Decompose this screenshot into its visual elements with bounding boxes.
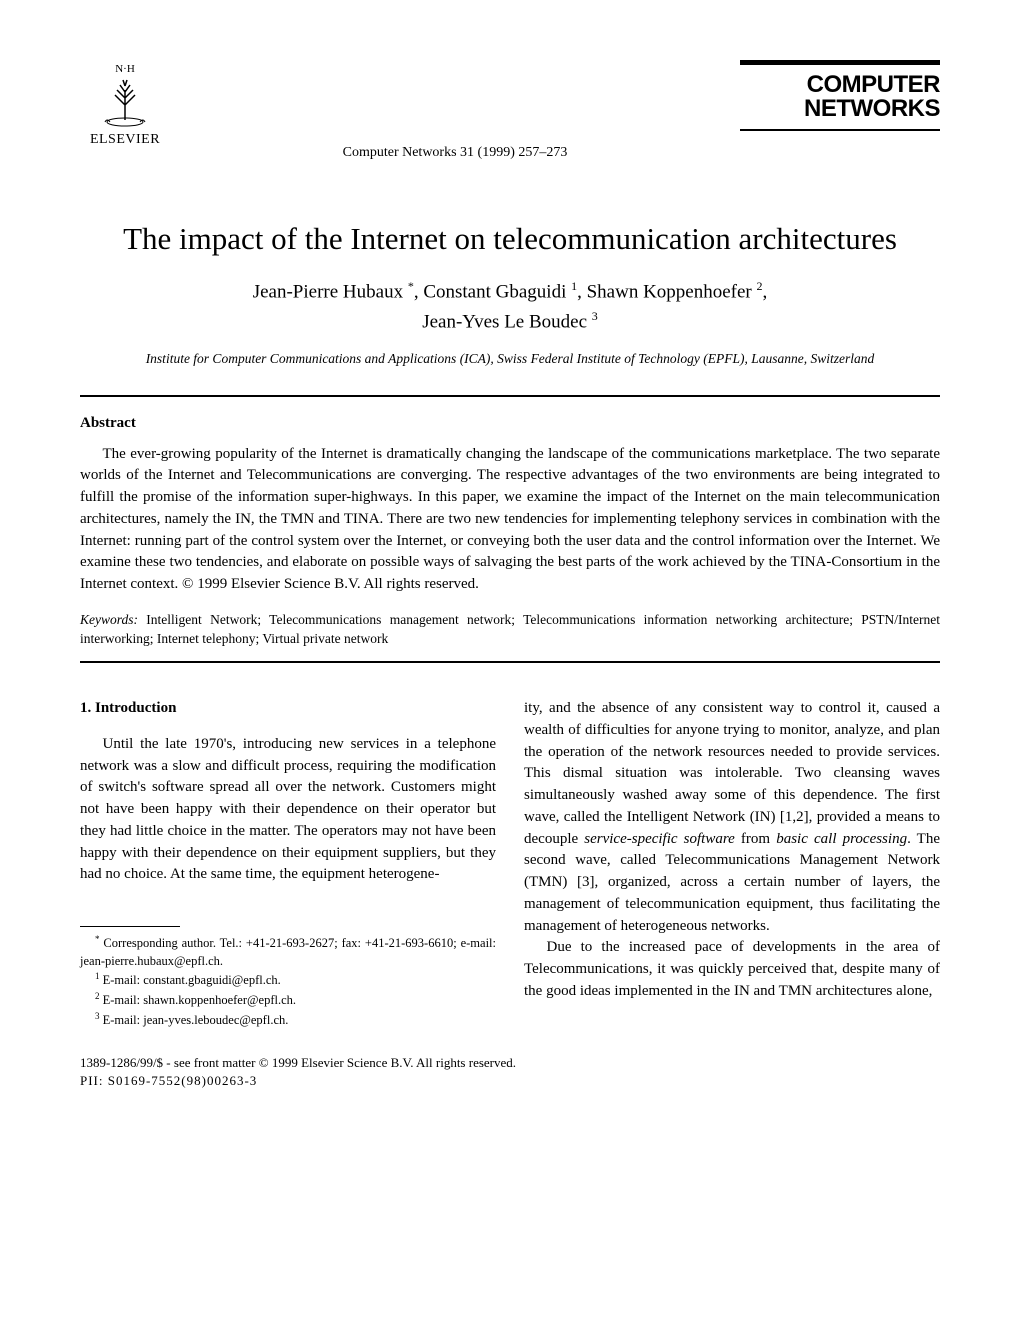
footnote-2: 2 E-mail: shawn.koppenhoefer@epfl.ch. bbox=[80, 990, 496, 1010]
abstract-heading: Abstract bbox=[80, 415, 940, 432]
col2-p1-a: ity, and the absence of any consistent w… bbox=[524, 700, 940, 847]
journal-bar-top bbox=[740, 60, 940, 65]
affiliation: Institute for Computer Communications an… bbox=[80, 351, 940, 367]
author-1: Jean-Pierre Hubaux bbox=[253, 281, 408, 302]
publisher-block: N·H ELSEVIER bbox=[80, 60, 170, 148]
column-right: ity, and the absence of any consistent w… bbox=[524, 698, 940, 1029]
footnote-corr-text: Corresponding author. Tel.: +41-21-693-2… bbox=[80, 936, 496, 968]
publisher-name: ELSEVIER bbox=[90, 132, 160, 148]
journal-name-line1: COMPUTER bbox=[740, 73, 940, 97]
footnote-separator bbox=[80, 926, 180, 927]
journal-reference: Computer Networks 31 (1999) 257–273 bbox=[170, 145, 740, 161]
footnote-corresponding: * Corresponding author. Tel.: +41-21-693… bbox=[80, 933, 496, 970]
paper-title: The impact of the Internet on telecommun… bbox=[80, 221, 940, 257]
footnote-1: 1 E-mail: constant.gbaguidi@epfl.ch. bbox=[80, 970, 496, 990]
two-columns: 1. Introduction Until the late 1970's, i… bbox=[80, 698, 940, 1029]
footer-copyright: 1389-1286/99/$ - see front matter © 1999… bbox=[80, 1054, 940, 1072]
journal-name-line2: NETWORKS bbox=[740, 97, 940, 121]
author-sep-2: , Shawn Koppenhoefer bbox=[577, 281, 756, 302]
keywords-text: Intelligent Network; Telecommunications … bbox=[80, 612, 940, 647]
intro-para-2: Due to the increased pace of development… bbox=[524, 937, 940, 1002]
author-4: Jean-Yves Le Boudec bbox=[422, 311, 592, 332]
author-sep-3: , bbox=[763, 281, 768, 302]
footnote-2-text: E-mail: shawn.koppenhoefer@epfl.ch. bbox=[100, 993, 297, 1007]
journal-bar-bottom bbox=[740, 129, 940, 131]
keywords-label: Keywords: bbox=[80, 612, 138, 627]
intro-para-1: Until the late 1970's, introducing new s… bbox=[80, 734, 496, 886]
divider-bottom bbox=[80, 661, 940, 663]
section-1-heading: 1. Introduction bbox=[80, 698, 496, 720]
publisher-logo: N·H bbox=[95, 60, 155, 130]
column-left: 1. Introduction Until the late 1970's, i… bbox=[80, 698, 496, 1029]
divider-top bbox=[80, 395, 940, 397]
logo-nh-text: N·H bbox=[115, 63, 135, 75]
footnote-1-text: E-mail: constant.gbaguidi@epfl.ch. bbox=[100, 973, 281, 987]
keywords: Keywords: Intelligent Network; Telecommu… bbox=[80, 610, 940, 649]
authors: Jean-Pierre Hubaux *, Constant Gbaguidi … bbox=[80, 277, 940, 337]
footnote-3: 3 E-mail: jean-yves.leboudec@epfl.ch. bbox=[80, 1010, 496, 1030]
author-4-sup: 3 bbox=[592, 309, 598, 323]
journal-title-block: COMPUTER NETWORKS bbox=[740, 60, 940, 131]
author-sep-1: , Constant Gbaguidi bbox=[414, 281, 571, 302]
abstract-text: The ever-growing popularity of the Inter… bbox=[80, 444, 940, 596]
col2-p1-c: from bbox=[735, 831, 776, 847]
header-row: N·H ELSEVIER Computer Networks 31 (1999)… bbox=[80, 60, 940, 161]
intro-para-1-cont: ity, and the absence of any consistent w… bbox=[524, 698, 940, 937]
col2-p1-d: basic call processing bbox=[776, 831, 907, 847]
col2-p1-b: service-specific software bbox=[584, 831, 735, 847]
footer-pii: PII: S0169-7552(98)00263-3 bbox=[80, 1072, 940, 1090]
elsevier-tree-icon: N·H bbox=[95, 60, 155, 130]
page-footer: 1389-1286/99/$ - see front matter © 1999… bbox=[80, 1054, 940, 1090]
footnote-3-text: E-mail: jean-yves.leboudec@epfl.ch. bbox=[100, 1013, 289, 1027]
